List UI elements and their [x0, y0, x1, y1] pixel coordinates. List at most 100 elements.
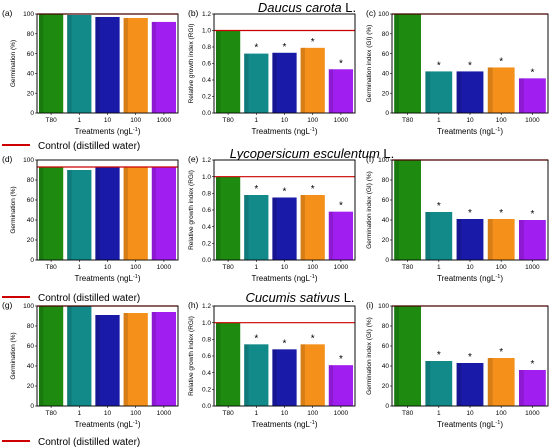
bar	[95, 16, 120, 113]
x-axis-label: Treatments (ngL-1)	[75, 127, 141, 136]
significance-star: *	[468, 60, 472, 71]
bar	[244, 195, 269, 260]
species-name-2: Lycopersicum esculentum	[230, 146, 380, 161]
y-tick-label: 0.6	[202, 207, 211, 214]
y-tick-label: 100	[23, 11, 34, 18]
bar-shade	[328, 69, 334, 113]
x-tick-label: 1000	[157, 410, 172, 417]
bar-shade	[123, 313, 128, 406]
y-tick-label: 60	[27, 197, 35, 204]
x-tick-label: 1	[254, 117, 258, 124]
bar	[487, 67, 515, 113]
significance-star: *	[468, 208, 472, 219]
bar	[215, 322, 241, 406]
chart-panel: T80 1 10 100 1000 0 20 40 60 80 100 (g) Germination …	[2, 300, 179, 429]
y-tick-label: 20	[382, 90, 390, 97]
y-tick-label: 80	[382, 31, 390, 38]
bar	[123, 17, 148, 113]
bar	[215, 30, 241, 113]
chart-panel: T80 1 10 100 1000 0 20 40 60 80 100 (a) Germination …	[2, 8, 179, 136]
x-tick-label: T80	[222, 117, 234, 124]
significance-star: *	[437, 60, 441, 71]
y-tick-label: 0	[385, 257, 389, 264]
y-tick-label: 20	[382, 383, 390, 390]
bar	[38, 167, 64, 260]
x-axis-label: Treatments (ngL-1)	[75, 420, 141, 429]
x-tick-label: 10	[466, 410, 474, 417]
x-axis-label: Treatments (ngL-1)	[252, 274, 318, 283]
control-legend-label: Control (distilled water)	[38, 141, 140, 152]
panel-label: (a)	[2, 8, 13, 18]
y-axis-label: Germination index (GI) (%)	[366, 171, 373, 249]
control-legend-label: Control (distilled water)	[38, 437, 140, 448]
significance-star: *	[339, 354, 343, 365]
y-tick-label: 20	[27, 90, 35, 97]
x-tick-label: 1000	[157, 264, 172, 271]
bar	[328, 69, 354, 113]
x-tick-label: 1000	[334, 264, 349, 271]
bar	[394, 306, 422, 406]
panel-label: (f)	[366, 154, 374, 164]
x-tick-label: 1	[254, 264, 258, 271]
y-tick-label: 0.8	[202, 337, 211, 344]
chart-panel: T80 * 1 * 10 * 100 * 1000 0.0 0.2 0.4 0.6 0.8 1.0 1.2(h…	[188, 300, 356, 429]
y-tick-label: 1.0	[202, 28, 211, 35]
bar-shade	[151, 21, 157, 114]
bar-shade	[67, 170, 72, 260]
bar-shade	[67, 306, 72, 406]
significance-star: *	[499, 56, 503, 67]
plot-border	[391, 159, 549, 261]
bar	[151, 21, 177, 114]
x-tick-label: 1	[254, 410, 258, 417]
x-tick-label: 10	[104, 117, 112, 124]
y-axis-label: Germination index (GI) (%)	[366, 25, 373, 103]
x-tick-label: 1	[77, 117, 81, 124]
y-tick-label: 0.4	[202, 370, 211, 377]
y-tick-label: 100	[378, 11, 389, 18]
chart-panel: T80 * 1 * 10 * 100 * 1000 0.0 0.2 0.4 0.6 0.8 1.0 1.2(e…	[188, 154, 356, 283]
x-tick-label: T80	[45, 410, 57, 417]
y-axis-label: Relative growth index (RGI)	[188, 170, 195, 250]
bar-shade	[151, 312, 157, 406]
bar-shade	[38, 167, 44, 260]
control-legend-1: Control (distilled water)	[2, 141, 140, 152]
bar-shade	[456, 71, 462, 113]
bar-shade	[300, 344, 305, 406]
bar	[67, 306, 92, 406]
y-tick-label: 0.0	[202, 110, 211, 117]
x-tick-label: 1	[77, 410, 81, 417]
bar	[300, 195, 325, 260]
bar	[38, 14, 64, 113]
bar	[456, 363, 484, 406]
bar-shade	[67, 14, 72, 114]
significance-star: *	[283, 42, 287, 53]
control-legend-label: Control (distilled water)	[38, 293, 140, 304]
bar-shade	[328, 365, 334, 406]
bar	[300, 344, 325, 406]
bar	[518, 220, 546, 260]
y-axis-label: Germination (%)	[10, 332, 17, 379]
bar-shade	[244, 344, 249, 406]
y-tick-label: 0.0	[202, 403, 211, 410]
bar	[67, 170, 92, 260]
bar-shade	[456, 363, 462, 406]
bar	[487, 219, 515, 260]
chart-panel: T80 * 1 * 10 * 100 * 1000 0.0 0.2 0.4 0.6 0.8 1.0 1.2(b…	[188, 8, 356, 136]
x-tick-label: 1	[437, 264, 441, 271]
panel-label: (d)	[2, 154, 13, 164]
bar	[272, 52, 297, 113]
x-tick-label: 100	[307, 410, 318, 417]
x-tick-label: 10	[281, 117, 289, 124]
significance-star: *	[311, 37, 315, 48]
panel-label: (h)	[188, 300, 199, 310]
y-axis-label: Germination (%)	[10, 40, 17, 87]
bar-shade	[425, 212, 431, 260]
significance-star: *	[437, 350, 441, 361]
bar-shade	[244, 53, 249, 113]
y-tick-label: 0.6	[202, 61, 211, 68]
significance-star: *	[530, 359, 534, 370]
significance-star: *	[499, 208, 503, 219]
plot-border	[213, 13, 356, 114]
bar-shade	[425, 71, 431, 113]
